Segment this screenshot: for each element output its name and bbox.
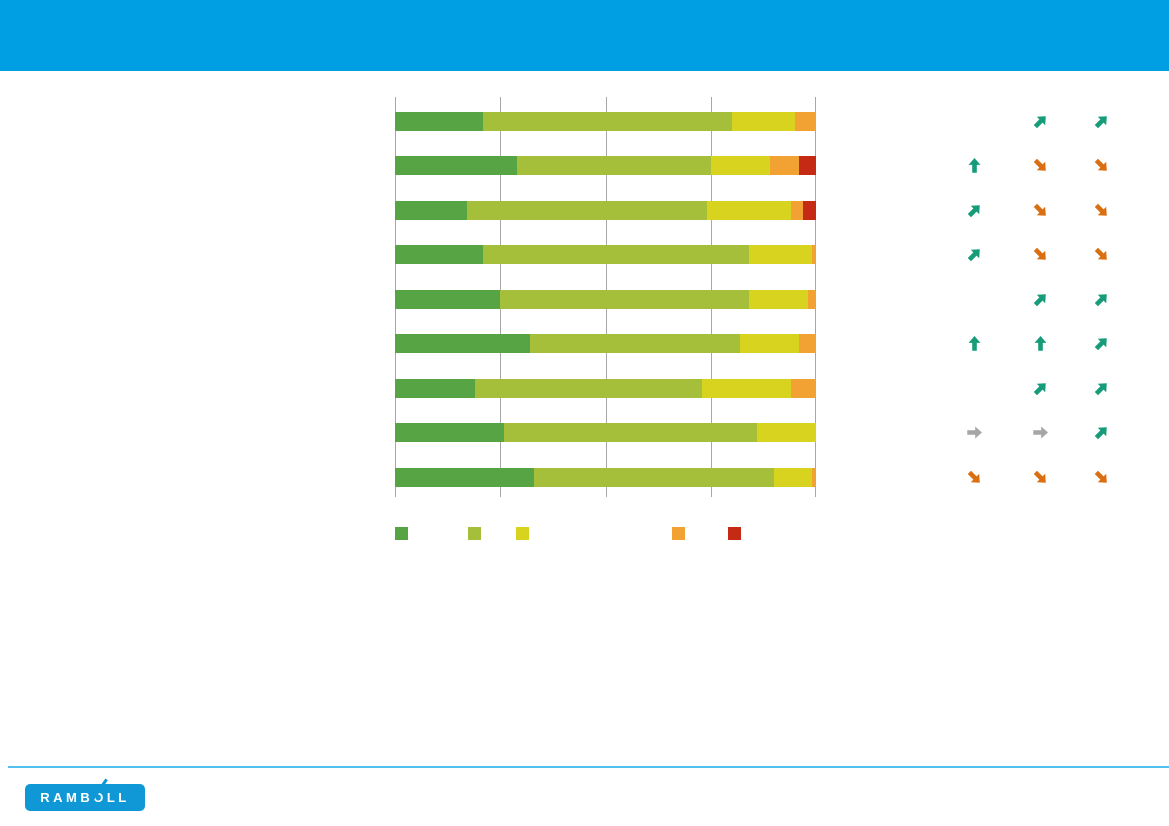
bar-segment-red — [803, 201, 816, 220]
trend-arrow-down-right-icon — [1032, 202, 1049, 219]
trend-arrow-up-icon — [966, 157, 983, 174]
bar-segment-yellow — [748, 245, 812, 264]
trend-arrow-up-right-icon — [966, 202, 983, 219]
bar-segment-orange — [799, 334, 816, 353]
bar-segment-green — [395, 290, 501, 309]
bar-segment-yellow — [757, 423, 816, 442]
legend-swatch-green — [395, 527, 408, 540]
logo-text-start: RAMB — [40, 790, 94, 805]
bar-row — [395, 423, 816, 442]
bar-row — [395, 290, 816, 309]
trend-arrow-up-right-icon — [1093, 113, 1110, 130]
bar-segment-yellow — [731, 112, 795, 131]
trend-arrow-up-right-icon — [1093, 291, 1110, 308]
bar-segment-light-green — [466, 201, 707, 220]
bar-segment-light-green — [483, 245, 749, 264]
legend-swatch-light-green — [468, 527, 481, 540]
bar-segment-light-green — [474, 379, 703, 398]
bar-segment-yellow — [702, 379, 791, 398]
bar-segment-orange — [807, 290, 816, 309]
trend-arrow-up-icon — [966, 335, 983, 352]
bar-segment-yellow — [706, 201, 791, 220]
bar-segment-green — [395, 379, 475, 398]
legend-swatch-yellow — [516, 527, 529, 540]
trend-arrow-down-right-icon — [1093, 246, 1110, 263]
bar-segment-light-green — [517, 156, 711, 175]
trend-arrow-down-right-icon — [1032, 157, 1049, 174]
logo-text-end: LL — [106, 790, 130, 805]
trend-arrow-up-right-icon — [1093, 380, 1110, 397]
trend-arrow-down-right-icon — [1093, 202, 1110, 219]
bar-segment-green — [395, 423, 505, 442]
bar-segment-orange — [790, 379, 816, 398]
bar-segment-orange — [811, 245, 816, 264]
bar-row — [395, 201, 816, 220]
bar-segment-yellow — [740, 334, 800, 353]
bar-segment-red — [799, 156, 816, 175]
bar-segment-light-green — [529, 334, 741, 353]
bar-row — [395, 334, 816, 353]
bar-segment-yellow — [773, 468, 812, 487]
trend-arrow-up-right-icon — [1032, 113, 1049, 130]
trend-arrow-down-right-icon — [1093, 157, 1110, 174]
bar-segment-yellow — [748, 290, 808, 309]
trend-arrow-up-right-icon — [1032, 291, 1049, 308]
legend-swatch-orange — [672, 527, 685, 540]
trend-arrow-right-icon — [1032, 424, 1049, 441]
bar-segment-green — [395, 201, 467, 220]
bar-segment-green — [395, 112, 484, 131]
bar-segment-green — [395, 334, 530, 353]
trend-arrow-down-right-icon — [1032, 246, 1049, 263]
trend-arrow-down-right-icon — [1032, 469, 1049, 486]
trend-arrow-up-right-icon — [1032, 380, 1049, 397]
header-band — [0, 0, 1169, 71]
stacked-bar-chart — [395, 97, 816, 497]
trend-arrow-up-right-icon — [1093, 424, 1110, 441]
legend-swatch-red — [728, 527, 741, 540]
logo-o-slash — [91, 778, 108, 801]
trend-arrow-up-right-icon — [966, 246, 983, 263]
bar-row — [395, 156, 816, 175]
bar-segment-orange — [794, 112, 816, 131]
bar-segment-orange — [769, 156, 800, 175]
bar-segment-light-green — [500, 290, 749, 309]
trend-arrow-down-right-icon — [1093, 469, 1110, 486]
trend-arrow-right-icon — [966, 424, 983, 441]
ramboll-logo: RAMB O LL — [25, 778, 145, 811]
trend-arrow-up-icon — [1032, 335, 1049, 352]
bar-segment-light-green — [504, 423, 758, 442]
bar-segment-orange — [811, 468, 816, 487]
bar-segment-green — [395, 468, 534, 487]
bar-row — [395, 468, 816, 487]
bar-segment-orange — [790, 201, 804, 220]
bar-segment-green — [395, 245, 484, 264]
bar-row — [395, 112, 816, 131]
bar-row — [395, 379, 816, 398]
trend-arrow-down-right-icon — [966, 469, 983, 486]
bar-segment-light-green — [483, 112, 732, 131]
bar-row — [395, 245, 816, 264]
logo-slashed-o: O — [91, 778, 108, 805]
bar-segment-light-green — [533, 468, 774, 487]
footer-divider — [8, 766, 1169, 768]
trend-arrow-up-right-icon — [1093, 335, 1110, 352]
bar-segment-green — [395, 156, 518, 175]
bar-segment-yellow — [710, 156, 770, 175]
